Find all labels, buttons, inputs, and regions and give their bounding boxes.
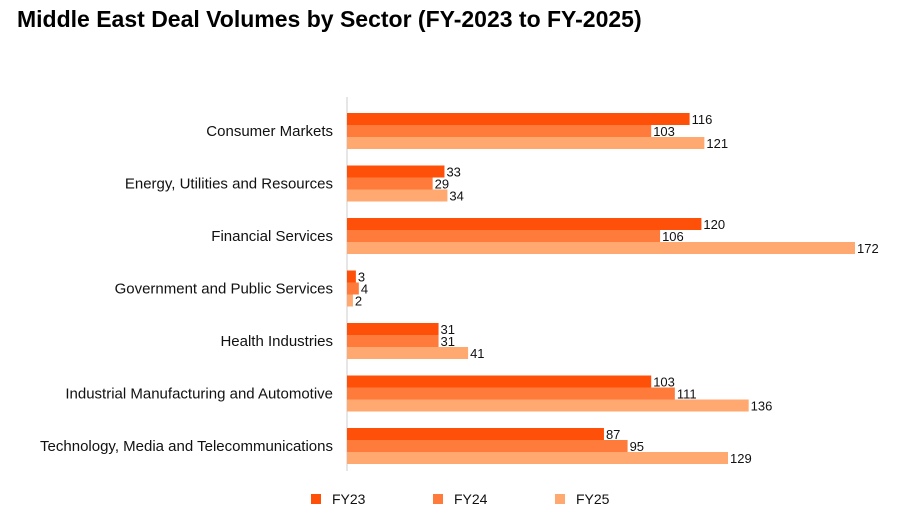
legend-label: FY24 — [454, 491, 488, 507]
bar-fy25 — [347, 137, 705, 149]
data-label: 111 — [677, 387, 697, 402]
data-label: 87 — [606, 427, 620, 442]
bar-fy25 — [347, 242, 855, 254]
legend-swatch-fy25 — [555, 494, 565, 504]
data-label: 172 — [857, 241, 879, 256]
category-label: Technology, Media and Telecommunications — [40, 438, 333, 455]
bar-fy23 — [347, 323, 439, 335]
data-label: 116 — [692, 112, 713, 127]
bar-fy23 — [347, 218, 702, 230]
data-label: 4 — [361, 282, 368, 297]
bar-fy23 — [347, 428, 604, 440]
data-label: 3 — [358, 270, 365, 285]
data-label: 136 — [751, 399, 773, 414]
bar-fy24 — [347, 282, 359, 295]
bar-fy24 — [347, 177, 433, 190]
bar-fy25 — [347, 294, 353, 307]
data-label: 31 — [441, 334, 455, 349]
data-label: 103 — [653, 124, 675, 139]
legend-swatch-fy23 — [311, 494, 321, 504]
bar-fy25 — [347, 399, 749, 412]
data-label: 129 — [730, 451, 752, 466]
data-label: 103 — [653, 375, 675, 390]
bar-fy24 — [347, 125, 652, 137]
category-label: Energy, Utilities and Resources — [125, 176, 333, 193]
data-label: 34 — [449, 189, 463, 204]
bar-fy23 — [347, 375, 652, 388]
data-label: 121 — [706, 136, 728, 151]
data-label: 95 — [630, 439, 644, 454]
data-label: 106 — [662, 229, 684, 244]
bar-fy23 — [347, 270, 356, 283]
bar-fy23 — [347, 113, 690, 125]
bar-fy25 — [347, 347, 469, 359]
bar-fy25 — [347, 189, 448, 202]
legend-label: FY23 — [332, 491, 366, 507]
legend-label: FY25 — [576, 491, 610, 507]
bar-fy25 — [347, 452, 728, 464]
data-label: 33 — [446, 165, 460, 180]
bar-fy24 — [347, 440, 628, 452]
bar-fy24 — [347, 387, 675, 400]
category-label: Industrial Manufacturing and Automotive — [65, 386, 333, 403]
category-label: Financial Services — [211, 228, 333, 245]
bar-fy24 — [347, 335, 439, 347]
category-label: Health Industries — [220, 333, 333, 350]
bar-fy23 — [347, 165, 445, 178]
data-label: 2 — [355, 294, 362, 309]
bar-fy24 — [347, 230, 661, 242]
data-label: 41 — [470, 346, 484, 361]
data-label: 120 — [703, 217, 725, 232]
category-label: Consumer Markets — [206, 123, 333, 140]
legend-swatch-fy24 — [433, 494, 443, 504]
data-label: 29 — [435, 177, 449, 192]
category-label: Government and Public Services — [115, 281, 333, 298]
data-label: 31 — [441, 322, 455, 337]
chart-title: Middle East Deal Volumes by Sector (FY-2… — [17, 6, 642, 32]
